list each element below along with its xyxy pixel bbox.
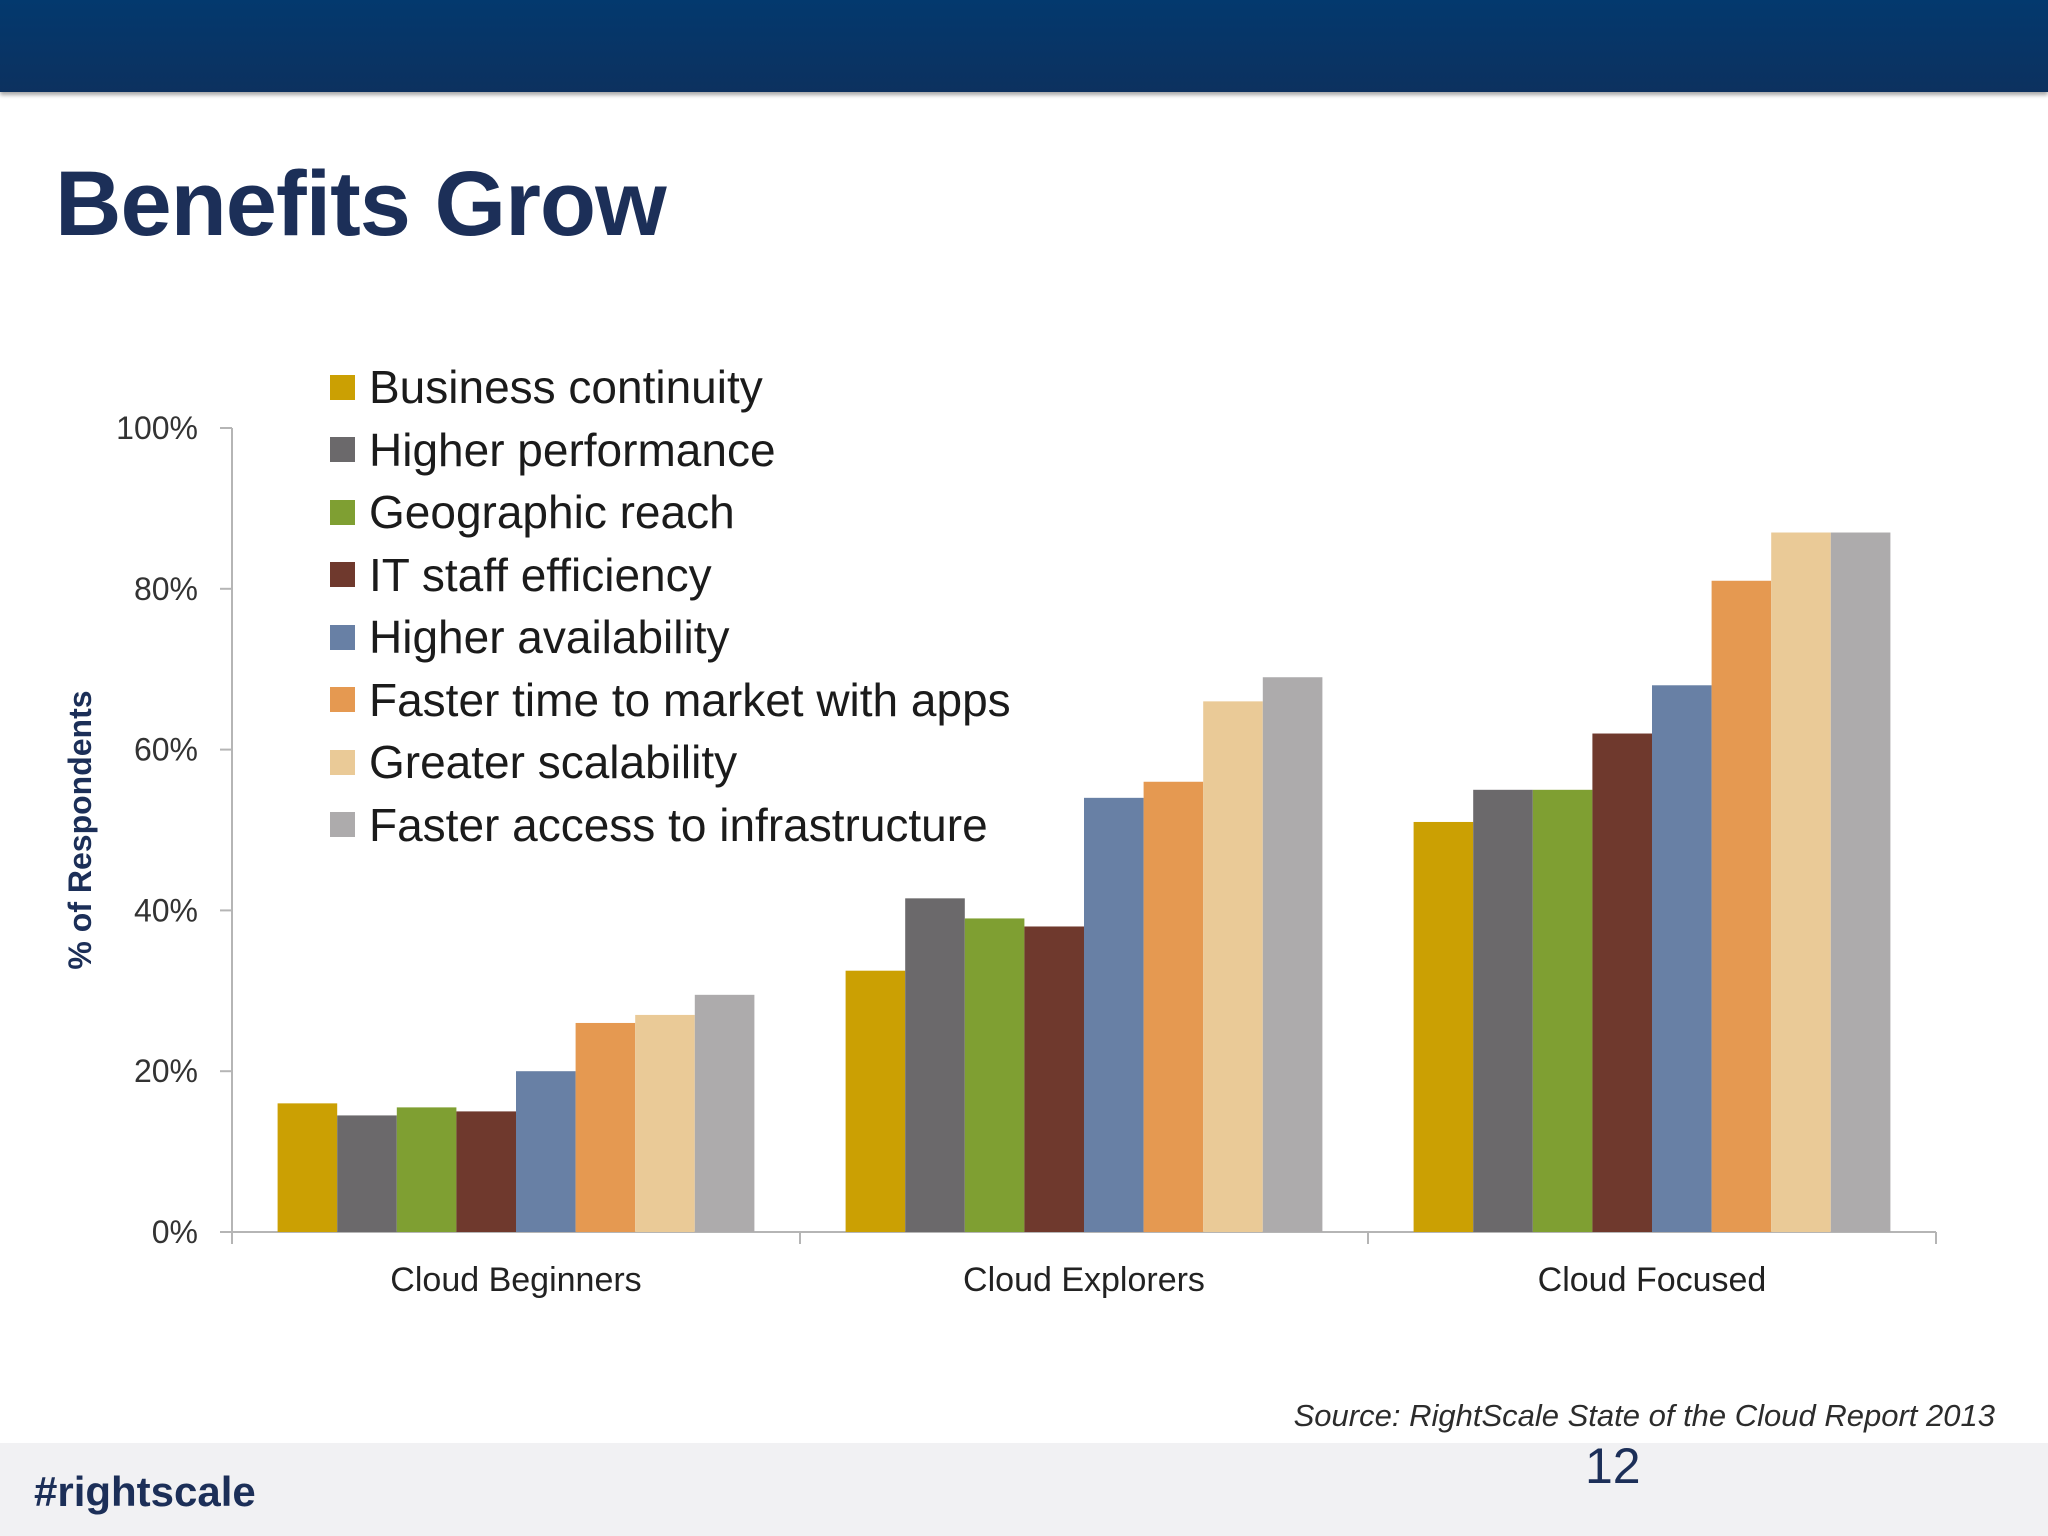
legend-swatch xyxy=(330,374,355,400)
bar xyxy=(1262,677,1323,1232)
bar xyxy=(337,1115,397,1232)
legend-item: Business continuity xyxy=(330,356,1011,419)
legend-item: Faster time to market with apps xyxy=(330,669,1011,732)
slide-title: Benefits Grow xyxy=(55,153,667,255)
y-tick-label: 80% xyxy=(134,571,198,607)
bar xyxy=(1413,821,1474,1232)
hashtag: #rightscale xyxy=(34,1468,256,1515)
legend-item: Geographic reach xyxy=(330,481,1011,544)
page-number: 12 xyxy=(1585,1438,1641,1494)
legend-label: IT staff efficiency xyxy=(369,548,712,601)
legend-swatch xyxy=(330,687,355,713)
legend-label: Faster access to infrastructure xyxy=(369,798,988,851)
legend-label: Greater scalability xyxy=(369,736,738,789)
bar xyxy=(1024,926,1084,1232)
bar xyxy=(1652,685,1712,1232)
footer-band xyxy=(0,1443,2048,1536)
legend-label: Faster time to market with apps xyxy=(369,673,1011,726)
legend-swatch xyxy=(330,624,355,650)
bar xyxy=(905,898,965,1232)
source-note: Source: RightScale State of the Cloud Re… xyxy=(1293,1398,1995,1433)
y-tick-label: 40% xyxy=(134,892,198,928)
bar xyxy=(635,1014,695,1232)
bar xyxy=(694,994,755,1232)
bar xyxy=(575,1022,636,1232)
y-tick-label: 60% xyxy=(134,732,198,768)
legend-swatch xyxy=(330,562,355,588)
x-category-label: Cloud Explorers xyxy=(963,1261,1205,1299)
legend-label: Higher performance xyxy=(369,423,776,476)
legend-item: Higher performance xyxy=(330,419,1011,482)
y-tick-label: 100% xyxy=(116,410,198,446)
bar xyxy=(1532,789,1593,1232)
legend-swatch xyxy=(330,749,355,775)
bar xyxy=(1473,789,1533,1232)
legend-item: Greater scalability xyxy=(330,731,1011,794)
legend-label: Business continuity xyxy=(369,361,763,414)
chart-legend: Business continuity Higher performance Geo… xyxy=(330,356,1011,856)
legend-swatch xyxy=(330,812,355,838)
bar xyxy=(1711,580,1772,1232)
bar xyxy=(1830,532,1891,1232)
bar xyxy=(1084,797,1144,1232)
bar xyxy=(277,1103,338,1232)
bar xyxy=(1771,532,1831,1232)
legend-item: Faster access to infrastructure xyxy=(330,794,1011,857)
bar xyxy=(964,918,1025,1232)
x-category-label: Cloud Focused xyxy=(1538,1261,1767,1299)
bar xyxy=(1143,781,1204,1232)
y-axis-title: % of Respondents xyxy=(62,690,98,969)
legend-swatch xyxy=(330,499,355,525)
y-tick-label: 20% xyxy=(134,1053,198,1089)
legend-item: Higher availability xyxy=(330,606,1011,669)
x-category-label: Cloud Beginners xyxy=(390,1261,641,1299)
legend-item: IT staff efficiency xyxy=(330,544,1011,607)
bar xyxy=(456,1111,516,1232)
bar xyxy=(1203,701,1263,1232)
bar xyxy=(516,1071,576,1232)
legend-label: Higher availability xyxy=(369,611,730,664)
legend-swatch xyxy=(330,437,355,463)
top-banner xyxy=(0,0,2048,92)
bar xyxy=(396,1107,457,1232)
bar xyxy=(1592,733,1652,1232)
legend-label: Geographic reach xyxy=(369,486,735,539)
bar xyxy=(845,970,906,1232)
y-tick-label: 0% xyxy=(152,1214,198,1250)
bar-chart: 0% 20% 40% 60% 80% 100% % of Respondents Cloud … xyxy=(62,410,1937,1299)
